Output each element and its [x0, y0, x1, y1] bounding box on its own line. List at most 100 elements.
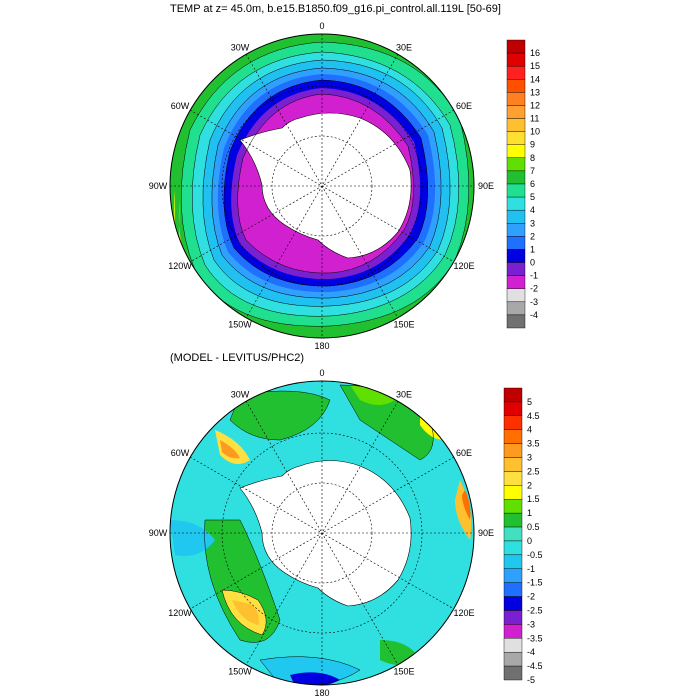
panel2-colorbar-label: -3.5 [527, 633, 543, 643]
panel2-colorbar-swatch [503, 443, 523, 458]
panel2-colorbar-swatch [503, 568, 523, 583]
panel1-colorbar-label: -4 [530, 310, 538, 320]
panel1-colorbar-label: 2 [530, 231, 535, 241]
panel1-colorbar-swatch [506, 170, 526, 185]
panel1-colorbar-swatch [506, 196, 526, 211]
panel2-colorbar-swatch [503, 651, 523, 667]
panel2-lon-label: 120E [453, 608, 474, 618]
panel1-lon-label: 60E [456, 101, 472, 111]
panel2-colorbar-label: 2.5 [527, 466, 540, 476]
panel2-lon-label: 150E [393, 667, 414, 677]
panel2-lon-label: 60E [456, 448, 472, 458]
panel2-colorbar-swatch [503, 596, 523, 611]
panel1-colorbar-label: -3 [530, 297, 538, 307]
panel1-colorbar-swatch [506, 262, 526, 276]
panel1-colorbar-label: 8 [530, 153, 535, 163]
panel1-colorbar-label: 7 [530, 166, 535, 176]
panel2-colorbar-label: -4 [527, 647, 535, 657]
panel2-colorbar-swatch [503, 415, 523, 430]
panel2-lon-label: 60W [171, 448, 190, 458]
panel2-colorbar-label: -1.5 [527, 578, 543, 588]
panel1-colorbar-swatch [506, 249, 526, 263]
panel1-colorbar-label: 6 [530, 179, 535, 189]
panel2-colorbar-label: 4.5 [527, 411, 540, 421]
panel2-colorbar-label: 2 [527, 480, 532, 490]
panel2-colorbar-label: -3 [527, 619, 535, 629]
panel2-lon-label: 180 [314, 688, 329, 698]
panel2-colorbar-swatch [503, 554, 523, 569]
panel2-colorbar-swatch [503, 457, 523, 472]
panel1-colorbar-label: 14 [530, 74, 540, 84]
panel2-colorbar-label: -0.5 [527, 550, 543, 560]
panel2-colorbar-swatch [503, 624, 523, 639]
panel1-colorbar-label: -2 [530, 284, 538, 294]
panel1-lon-label: 150W [228, 320, 252, 330]
panel1-colorbar-label: 15 [530, 61, 540, 71]
panel2-colorbar-label: 1 [527, 508, 532, 518]
panel1-colorbar-swatch [506, 79, 526, 93]
panel1-colorbar-label: 4 [530, 205, 535, 215]
panel1-colorbar-label: 0 [530, 258, 535, 268]
panel2-colorbar-swatch [503, 582, 523, 597]
panel1-colorbar-label: 3 [530, 218, 535, 228]
panel1-colorbar-swatch [506, 105, 526, 119]
panel2-colorbar-label: 3.5 [527, 439, 540, 449]
panel1-colorbar-label: 5 [530, 192, 535, 202]
panel2-colorbar-swatch [503, 401, 523, 416]
panel1-lon-label: 120W [168, 261, 192, 271]
panel2-lon-label: 150W [228, 667, 252, 677]
graticule-2 [170, 381, 474, 685]
panel2-colorbar-swatch [503, 665, 523, 681]
panel1-colorbar-swatch [506, 209, 526, 224]
panel1-colorbar-swatch [506, 314, 526, 329]
map-border-2 [169, 380, 475, 686]
panel2-colorbar-swatch [503, 526, 523, 542]
panel2-lon-label: 120W [168, 608, 192, 618]
panel2-colorbar-swatch [503, 471, 523, 486]
panel2-colorbar-label: 1.5 [527, 494, 540, 504]
panel1-colorbar-label: 13 [530, 87, 540, 97]
panel2-colorbar-label: -5 [527, 675, 535, 685]
panel2-colorbar-swatch [503, 387, 523, 403]
panel2-lon-label: 30E [396, 389, 412, 399]
panel1-lon-label: 150E [393, 320, 414, 330]
panel1-lon-label: 90W [149, 181, 168, 191]
panel1-lon-label: 120E [453, 261, 474, 271]
panel2-colorbar-swatch [503, 512, 523, 528]
panel1-colorbar-swatch [506, 118, 526, 132]
panel2-colorbar-swatch [503, 540, 523, 556]
panel2-colorbar-swatch [503, 485, 523, 500]
panel1-colorbar-label: 16 [530, 48, 540, 58]
panel1-lon-label: 60W [171, 101, 190, 111]
difference-map [170, 381, 474, 685]
panel1-colorbar-swatch [506, 65, 526, 80]
panel1-colorbar-swatch [506, 92, 526, 106]
panel1-title: TEMP at z= 45.0m, b.e15.B1850.f09_g16.pi… [170, 3, 501, 15]
panel1-lon-label: 30W [231, 42, 250, 52]
panel1-colorbar-swatch [506, 236, 526, 250]
panel2-colorbar-swatch [503, 610, 523, 625]
panel1-colorbar-swatch [506, 288, 526, 303]
panel1-colorbar-swatch [506, 52, 526, 67]
panel2-lon-label: 90E [478, 528, 494, 538]
panel1-lon-label: 30E [396, 42, 412, 52]
panel2-title: (MODEL - LEVITUS/PHC2) [170, 352, 305, 364]
panel1-colorbar-label: 11 [530, 114, 539, 124]
panel1-lon-label: 180 [314, 341, 329, 351]
panel1-colorbar-swatch [506, 223, 526, 237]
panel2-lon-label: 30W [231, 389, 250, 399]
panel1-lon-label: 0 [319, 21, 324, 31]
panel1-colorbar-label: -1 [530, 271, 538, 281]
panel2-colorbar-label: -2 [527, 592, 535, 602]
panel1-colorbar-label: 9 [530, 140, 535, 150]
panel2-colorbar-label: 3 [527, 453, 532, 463]
panel1-colorbar-swatch [506, 301, 526, 316]
panel2-lon-label: 90W [149, 528, 168, 538]
panel1-colorbar-label: 1 [530, 245, 535, 255]
panel1-colorbar-swatch [506, 275, 526, 289]
graticule-1 [170, 34, 474, 338]
map-border-1 [169, 33, 475, 339]
panel2-colorbar-swatch [503, 499, 523, 514]
panel1-colorbar-swatch [506, 144, 526, 159]
